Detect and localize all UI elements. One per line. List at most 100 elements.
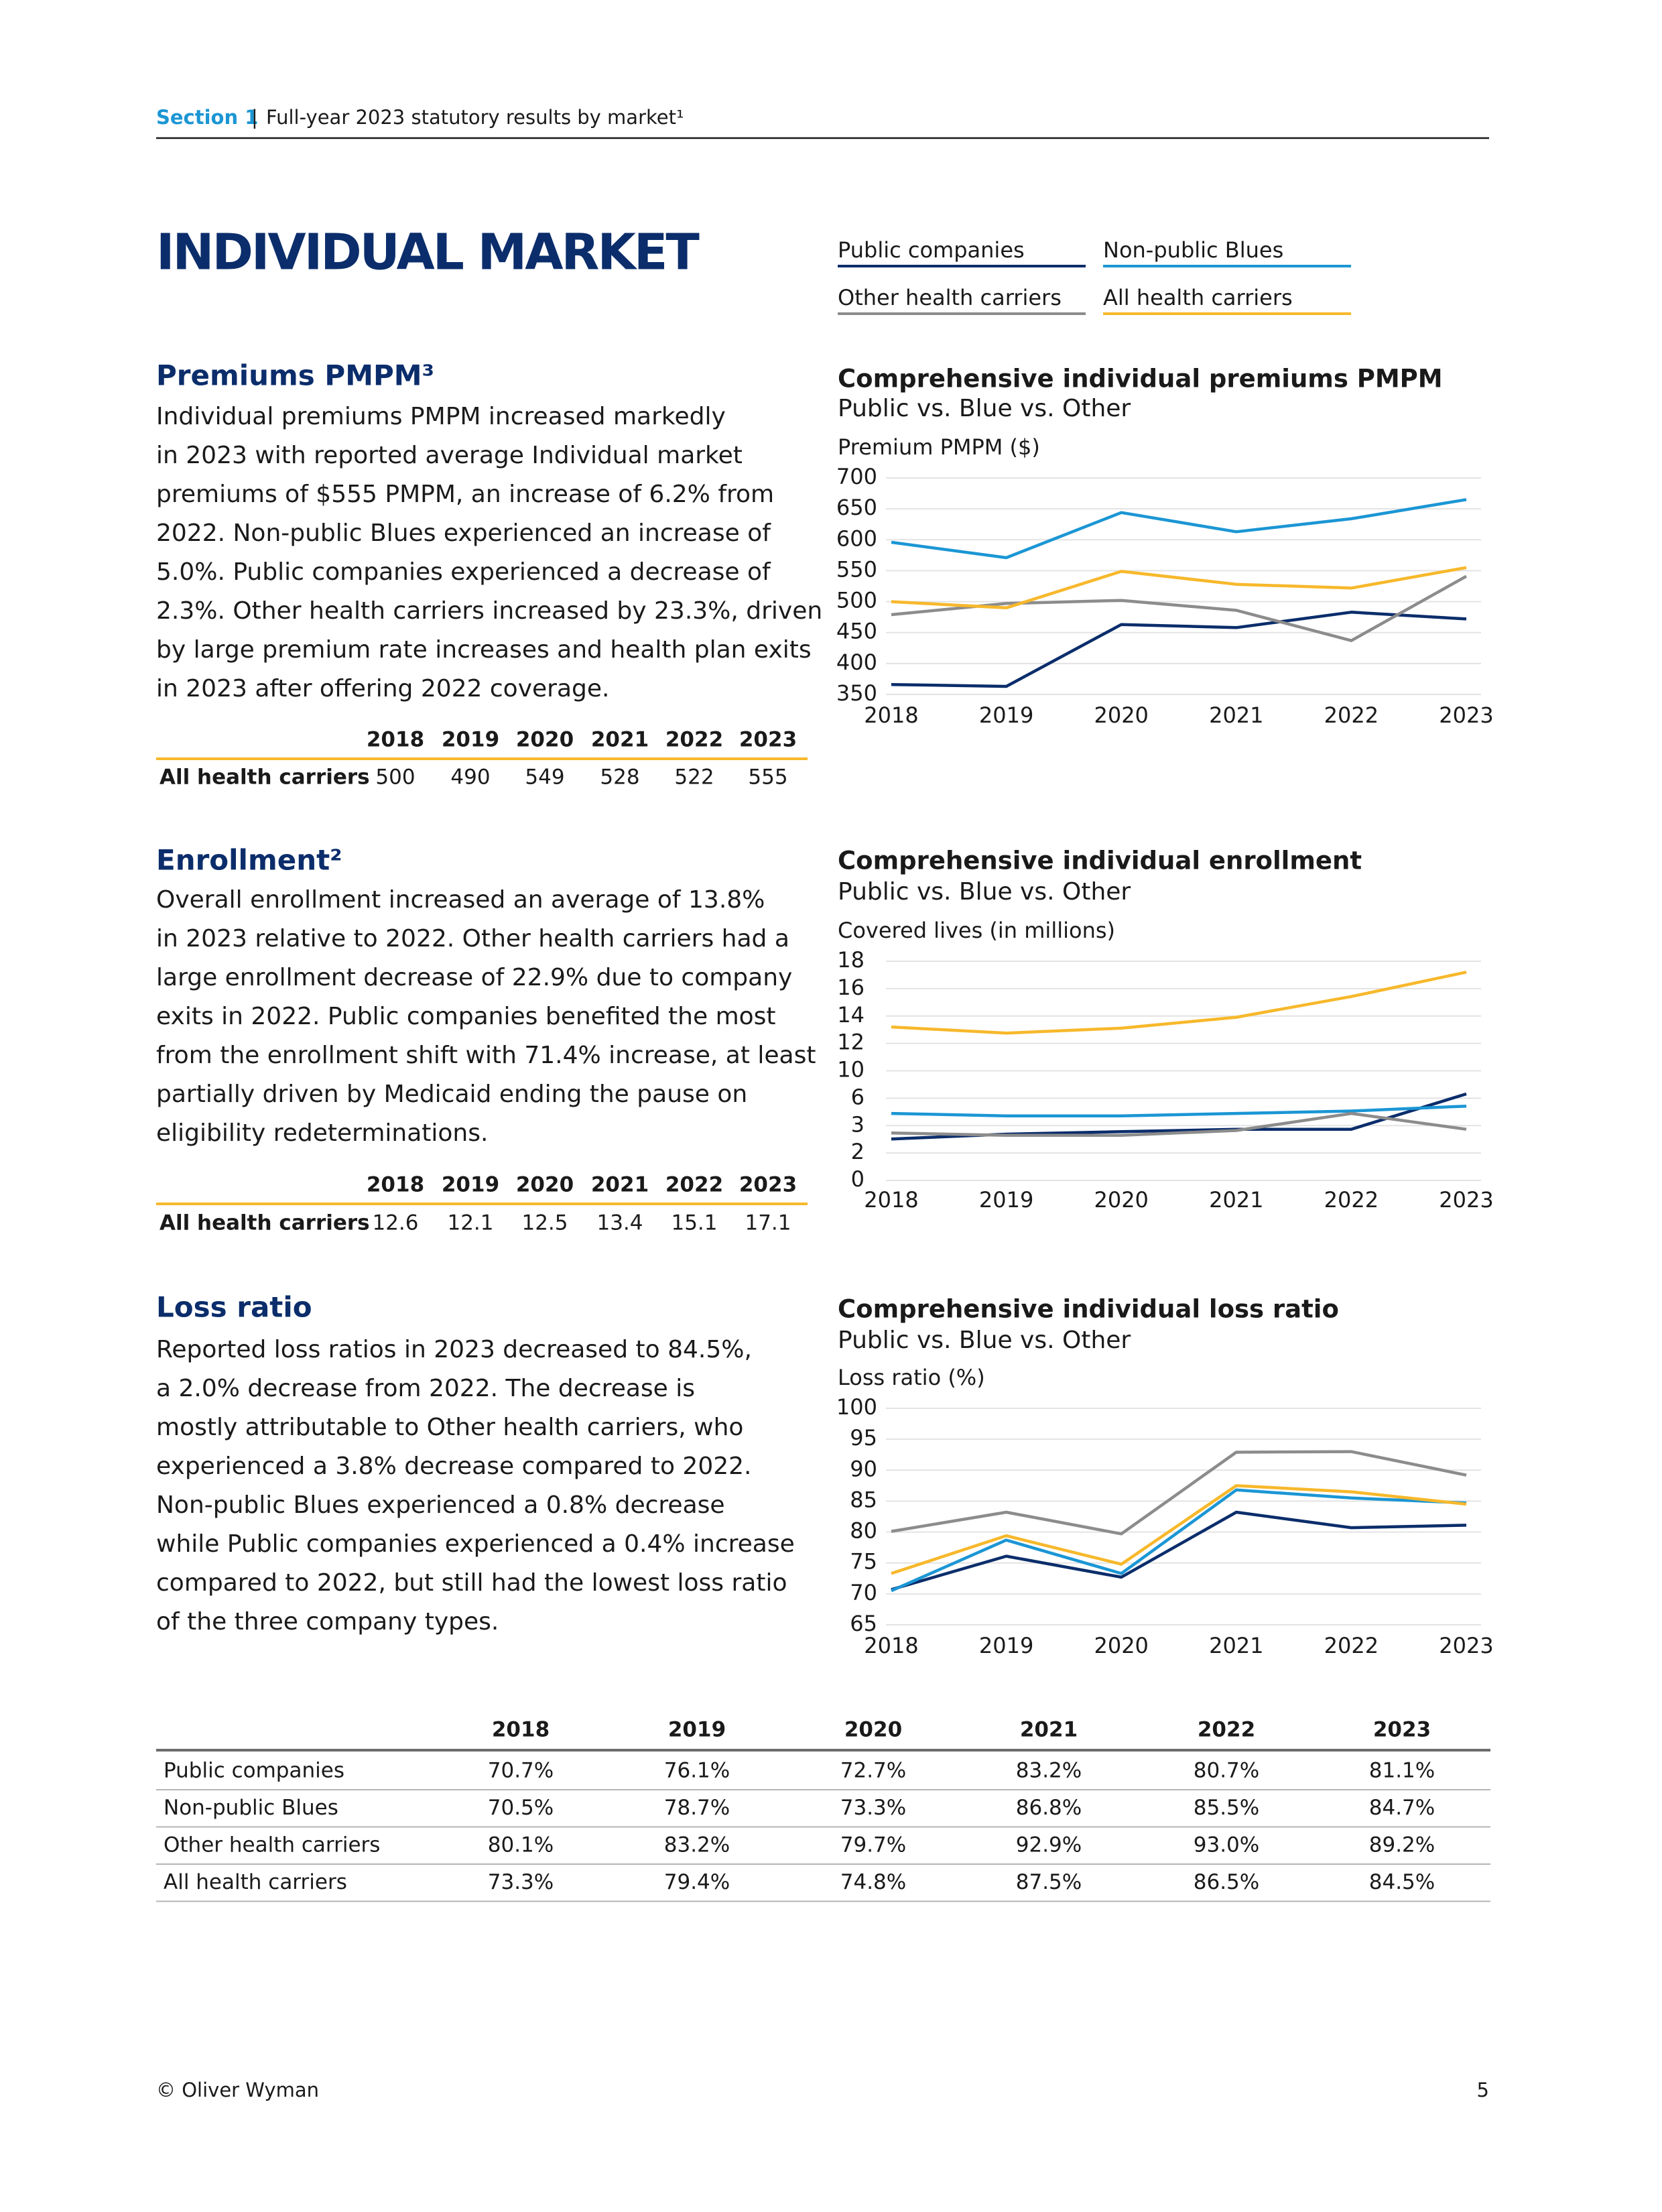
table-cell: 83.2% <box>664 1833 730 1857</box>
x-tick-label: 2020 <box>1094 702 1148 728</box>
body-text: in 2023 with reported average Individual… <box>156 442 743 469</box>
y-tick-label: 450 <box>836 619 877 644</box>
x-tick-label: 2018 <box>864 1187 918 1213</box>
x-tick-label: 2019 <box>979 1187 1033 1213</box>
x-tick-label: 2018 <box>864 1633 918 1658</box>
body-text: Non-public Blues experienced a 0.8% decr… <box>156 1491 725 1519</box>
y-tick-label: 95 <box>850 1425 877 1451</box>
table-header: 2023 <box>739 728 797 752</box>
table-cell: 84.7% <box>1369 1796 1435 1820</box>
x-tick-label: 2023 <box>1439 1187 1493 1213</box>
y-tick-label: 550 <box>836 556 877 582</box>
table-header: 2022 <box>665 728 723 752</box>
axis-label: Loss ratio (%) <box>838 1365 985 1390</box>
table-header: 2020 <box>516 728 574 752</box>
table-row-label: All health carriers <box>164 1870 347 1894</box>
table-cell: 85.5% <box>1194 1796 1259 1820</box>
body-text: from the enrollment shift with 71.4% inc… <box>156 1042 816 1069</box>
table-header: 2020 <box>844 1718 902 1742</box>
table-cell: 555 <box>748 765 787 790</box>
series-line <box>891 971 1467 1035</box>
table-row-label: Non-public Blues <box>164 1796 338 1820</box>
y-tick-label: 350 <box>836 680 877 706</box>
table-header: 2018 <box>492 1718 550 1742</box>
series-line <box>891 1104 1467 1117</box>
table-cell: 86.8% <box>1016 1796 1082 1820</box>
legend-label: Public companies <box>838 237 1025 263</box>
table-header: 2018 <box>367 728 424 752</box>
chart-title: Comprehensive individual enrollment <box>838 847 1362 875</box>
table-cell: 73.3% <box>488 1870 554 1894</box>
table-cell: 70.5% <box>488 1796 554 1820</box>
body-text: premiums of $555 PMPM, an increase of 6.… <box>156 481 774 508</box>
x-tick-label: 2021 <box>1209 702 1263 728</box>
table-cell: 81.1% <box>1369 1759 1435 1783</box>
axis-label: Premium PMPM ($) <box>838 434 1040 460</box>
table-cell: 13.4 <box>596 1211 643 1235</box>
series-line <box>891 1111 1467 1138</box>
table-cell: 89.2% <box>1369 1833 1435 1857</box>
copyright: © Oliver Wyman <box>156 2079 319 2101</box>
y-tick-label: 500 <box>836 588 877 613</box>
series-line <box>891 566 1467 610</box>
body-text: Individual premiums PMPM increased marke… <box>156 403 726 430</box>
x-tick-label: 2020 <box>1094 1633 1148 1658</box>
body-text: compared to 2022, but still had the lowe… <box>156 1569 787 1597</box>
table-cell: 12.1 <box>447 1211 493 1235</box>
table-cell: 80.7% <box>1194 1759 1259 1783</box>
table-cell: 78.7% <box>664 1796 730 1820</box>
x-tick-label: 2020 <box>1094 1187 1148 1213</box>
table-cell: 500 <box>375 765 415 790</box>
header-title: Full-year 2023 statutory results by mark… <box>266 106 684 129</box>
page-title: INDIVIDUAL MARKET <box>156 224 700 282</box>
table-cell: 12.5 <box>521 1211 568 1235</box>
table-header: 2019 <box>668 1718 726 1742</box>
y-tick-label: 16 <box>837 975 865 1000</box>
y-tick-label: 80 <box>850 1518 877 1544</box>
table-cell: 83.2% <box>1016 1759 1082 1783</box>
table-header: 2021 <box>591 1173 649 1197</box>
table-cell: 86.5% <box>1194 1870 1259 1894</box>
body-text: in 2023 after offering 2022 coverage. <box>156 675 609 702</box>
body-text: 5.0%. Public companies experienced a dec… <box>156 558 771 586</box>
body-text: Overall enrollment increased an average … <box>156 886 765 914</box>
y-tick-label: 100 <box>836 1394 877 1420</box>
x-tick-label: 2021 <box>1209 1187 1263 1213</box>
table-cell: 74.8% <box>840 1870 906 1894</box>
table-cell: 12.6 <box>372 1211 418 1235</box>
body-text: large enrollment decrease of 22.9% due t… <box>156 964 792 991</box>
axis-label: Covered lives (in millions) <box>838 918 1115 943</box>
table-header: 2021 <box>1020 1718 1078 1742</box>
table-cell: 87.5% <box>1016 1870 1082 1894</box>
x-tick-label: 2018 <box>864 702 918 728</box>
table-cell: 490 <box>450 765 490 790</box>
body-text: eligibility redeterminations. <box>156 1119 488 1147</box>
table-cell: 528 <box>600 765 639 790</box>
table-cell: 17.1 <box>745 1211 791 1235</box>
body-text: a 2.0% decrease from 2022. The decrease … <box>156 1375 695 1402</box>
table-cell: 92.9% <box>1016 1833 1082 1857</box>
legend-label: Non-public Blues <box>1103 237 1283 263</box>
y-tick-label: 2 <box>851 1139 865 1164</box>
y-tick-label: 70 <box>850 1580 877 1605</box>
x-tick-label: 2022 <box>1324 702 1379 728</box>
table-cell: 79.4% <box>664 1870 730 1894</box>
legend-label: Other health carriers <box>838 285 1062 310</box>
y-tick-label: 650 <box>836 495 877 520</box>
body-text: in 2023 relative to 2022. Other health c… <box>156 925 789 953</box>
table-header: 2021 <box>591 728 649 752</box>
page-number: 5 <box>1477 2079 1489 2101</box>
x-tick-label: 2019 <box>979 702 1033 728</box>
y-tick-label: 600 <box>836 526 877 551</box>
section-heading: Loss ratio <box>156 1291 312 1324</box>
table-header: 2022 <box>665 1173 723 1197</box>
y-tick-label: 14 <box>837 1002 865 1028</box>
body-text: while Public companies experienced a 0.4… <box>156 1530 795 1558</box>
table-cell: 522 <box>674 765 714 790</box>
body-text: by large premium rate increases and heal… <box>156 636 812 664</box>
section-label: Section 1 <box>156 106 258 129</box>
x-tick-label: 2019 <box>979 1633 1033 1658</box>
table-row-label: All health carriers <box>159 1211 370 1235</box>
table-cell: 84.5% <box>1369 1870 1435 1894</box>
